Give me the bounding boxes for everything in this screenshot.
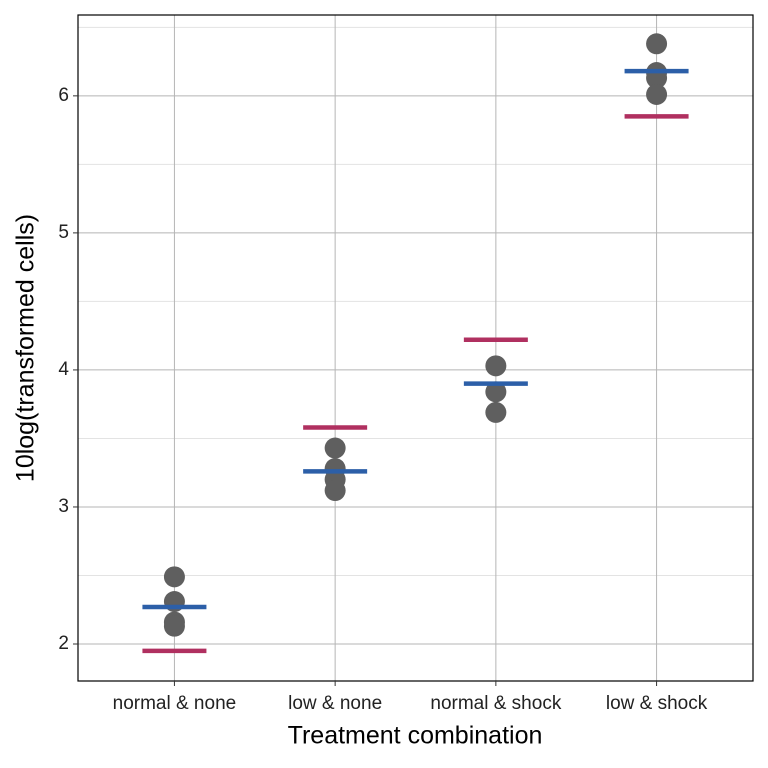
point [163,566,185,588]
marks [142,33,689,654]
y-axis-title: 10log(transformed cells) [12,214,40,482]
point [485,381,507,403]
point [324,480,346,502]
point [646,33,668,55]
x-tick-label: normal & none [113,693,237,714]
y-tick-label: 2 [58,633,69,654]
point [163,615,185,637]
y-tick-label: 5 [58,222,69,243]
y-tick-label: 3 [58,496,69,517]
point [485,355,507,377]
x-axis-title: Treatment combination [288,722,543,750]
plot-border [77,14,754,682]
x-tick-label: normal & shock [430,693,561,714]
point [646,83,668,105]
y-tick-label: 4 [58,359,69,380]
y-tick-label: 6 [58,85,69,106]
x-tick-label: low & none [288,693,382,714]
point [485,401,507,423]
point [324,437,346,459]
x-tick-label: low & shock [606,693,708,714]
